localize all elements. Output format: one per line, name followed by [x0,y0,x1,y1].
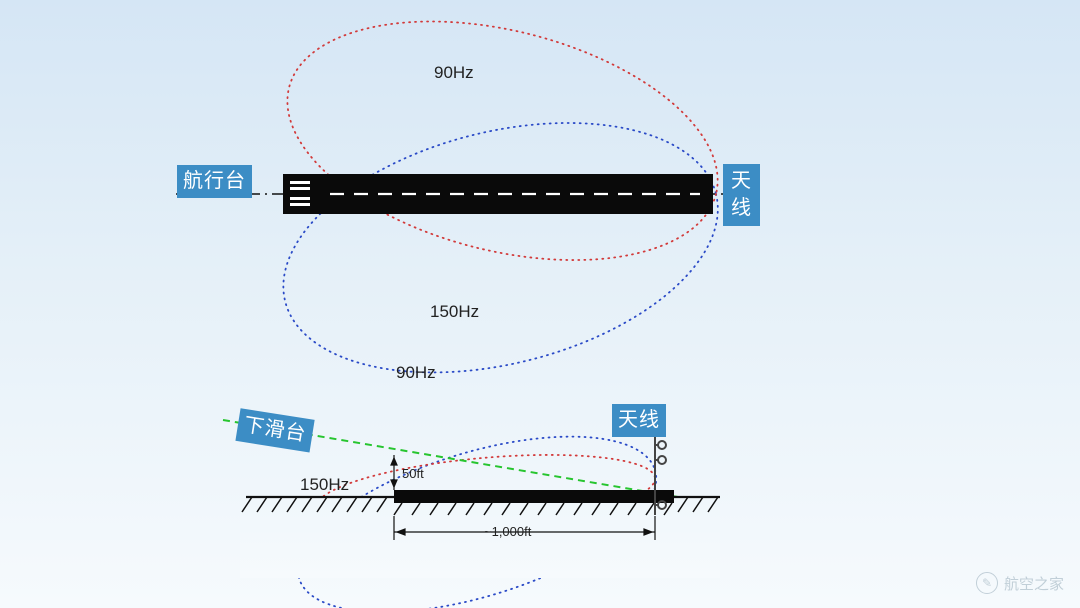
runway-plan [283,174,713,214]
watermark: ✎ 航空之家 [976,572,1064,594]
ground-mask [240,498,720,578]
glide-150hz-text: 150Hz [300,475,349,495]
watermark-text: 航空之家 [1004,573,1064,594]
localizer-antenna-label: 天 线 [723,164,760,226]
glideslope-antenna-label: 天线 [612,404,666,437]
localizer-150hz-text: 150Hz [430,302,479,322]
glide-90hz-text: 90Hz [396,363,436,383]
watermark-icon: ✎ [976,572,998,594]
localizer-lobe-150hz [262,0,742,301]
height-50ft-text: 50ft [402,466,424,481]
runway-side [394,490,674,503]
localizer-lobe-90hz [257,81,744,414]
height-dimension [391,455,397,490]
diagram-svg [0,0,1080,608]
distance-1000ft-text: ~1,000ft [484,524,531,539]
localizer-90hz-text: 90Hz [434,63,474,83]
localizer-station-label: 航行台 [177,165,252,198]
